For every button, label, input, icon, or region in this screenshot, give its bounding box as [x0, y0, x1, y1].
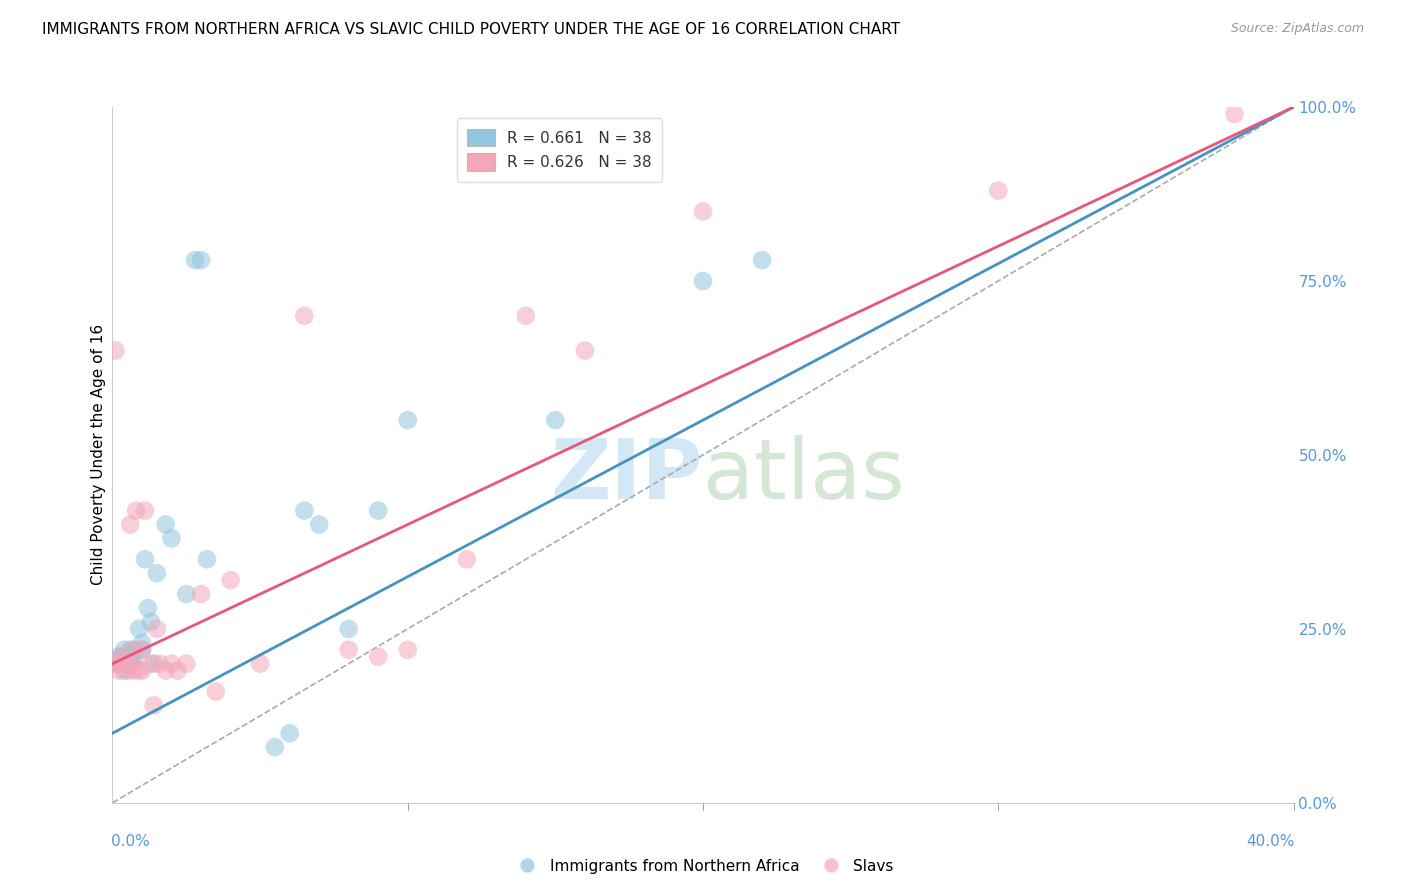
- Point: [146, 622, 169, 636]
- Point: [751, 253, 773, 268]
- Point: [104, 657, 127, 671]
- Point: [120, 642, 142, 657]
- Point: [174, 657, 197, 671]
- Y-axis label: Child Poverty Under the Age of 16: Child Poverty Under the Age of 16: [91, 325, 105, 585]
- Point: [160, 657, 183, 671]
- Point: [122, 664, 145, 678]
- Point: [184, 253, 207, 268]
- Point: [139, 657, 162, 671]
- Point: [120, 657, 142, 671]
- Point: [131, 636, 153, 650]
- Point: [110, 649, 132, 664]
- Point: [174, 587, 197, 601]
- Point: [367, 503, 389, 517]
- Point: [122, 657, 145, 671]
- Point: [205, 684, 228, 698]
- Text: IMMIGRANTS FROM NORTHERN AFRICA VS SLAVIC CHILD POVERTY UNDER THE AGE OF 16 CORR: IMMIGRANTS FROM NORTHERN AFRICA VS SLAVI…: [42, 22, 900, 37]
- Point: [112, 657, 135, 671]
- Point: [128, 664, 150, 678]
- Point: [166, 664, 188, 678]
- Point: [160, 532, 183, 546]
- Point: [308, 517, 330, 532]
- Point: [110, 657, 132, 671]
- Point: [131, 642, 153, 657]
- Text: 40.0%: 40.0%: [1246, 834, 1295, 849]
- Legend: R = 0.661   N = 38, R = 0.626   N = 38: R = 0.661 N = 38, R = 0.626 N = 38: [457, 118, 662, 182]
- Point: [190, 587, 212, 601]
- Point: [125, 503, 148, 517]
- Point: [125, 642, 148, 657]
- Point: [120, 517, 142, 532]
- Point: [396, 642, 419, 657]
- Point: [134, 503, 156, 517]
- Point: [112, 642, 135, 657]
- Legend: Immigrants from Northern Africa, Slavs: Immigrants from Northern Africa, Slavs: [506, 853, 900, 880]
- Point: [190, 253, 212, 268]
- Point: [117, 657, 138, 671]
- Point: [987, 184, 1010, 198]
- Point: [142, 698, 165, 713]
- Point: [544, 413, 567, 427]
- Text: Source: ZipAtlas.com: Source: ZipAtlas.com: [1230, 22, 1364, 36]
- Point: [128, 622, 150, 636]
- Point: [692, 274, 714, 288]
- Point: [367, 649, 389, 664]
- Point: [146, 566, 169, 581]
- Point: [134, 552, 156, 566]
- Point: [107, 657, 129, 671]
- Point: [692, 204, 714, 219]
- Point: [292, 309, 315, 323]
- Point: [112, 664, 135, 678]
- Point: [110, 657, 132, 671]
- Point: [574, 343, 596, 358]
- Point: [117, 664, 138, 678]
- Point: [117, 649, 138, 664]
- Point: [149, 657, 172, 671]
- Point: [136, 601, 159, 615]
- Point: [195, 552, 218, 566]
- Point: [131, 642, 153, 657]
- Point: [139, 615, 162, 629]
- Point: [122, 642, 145, 657]
- Text: ZIP: ZIP: [551, 435, 703, 516]
- Text: 0.0%: 0.0%: [111, 834, 150, 849]
- Point: [107, 664, 129, 678]
- Point: [515, 309, 537, 323]
- Point: [122, 649, 145, 664]
- Point: [107, 649, 129, 664]
- Point: [110, 649, 132, 664]
- Point: [120, 657, 142, 671]
- Point: [104, 343, 127, 358]
- Point: [155, 664, 177, 678]
- Point: [1223, 107, 1246, 121]
- Point: [249, 657, 271, 671]
- Point: [219, 573, 242, 587]
- Point: [155, 517, 177, 532]
- Point: [396, 413, 419, 427]
- Point: [337, 622, 360, 636]
- Point: [456, 552, 478, 566]
- Point: [104, 657, 127, 671]
- Point: [292, 503, 315, 517]
- Text: atlas: atlas: [703, 435, 904, 516]
- Point: [264, 740, 287, 755]
- Point: [278, 726, 301, 740]
- Point: [337, 642, 360, 657]
- Point: [142, 657, 165, 671]
- Point: [131, 664, 153, 678]
